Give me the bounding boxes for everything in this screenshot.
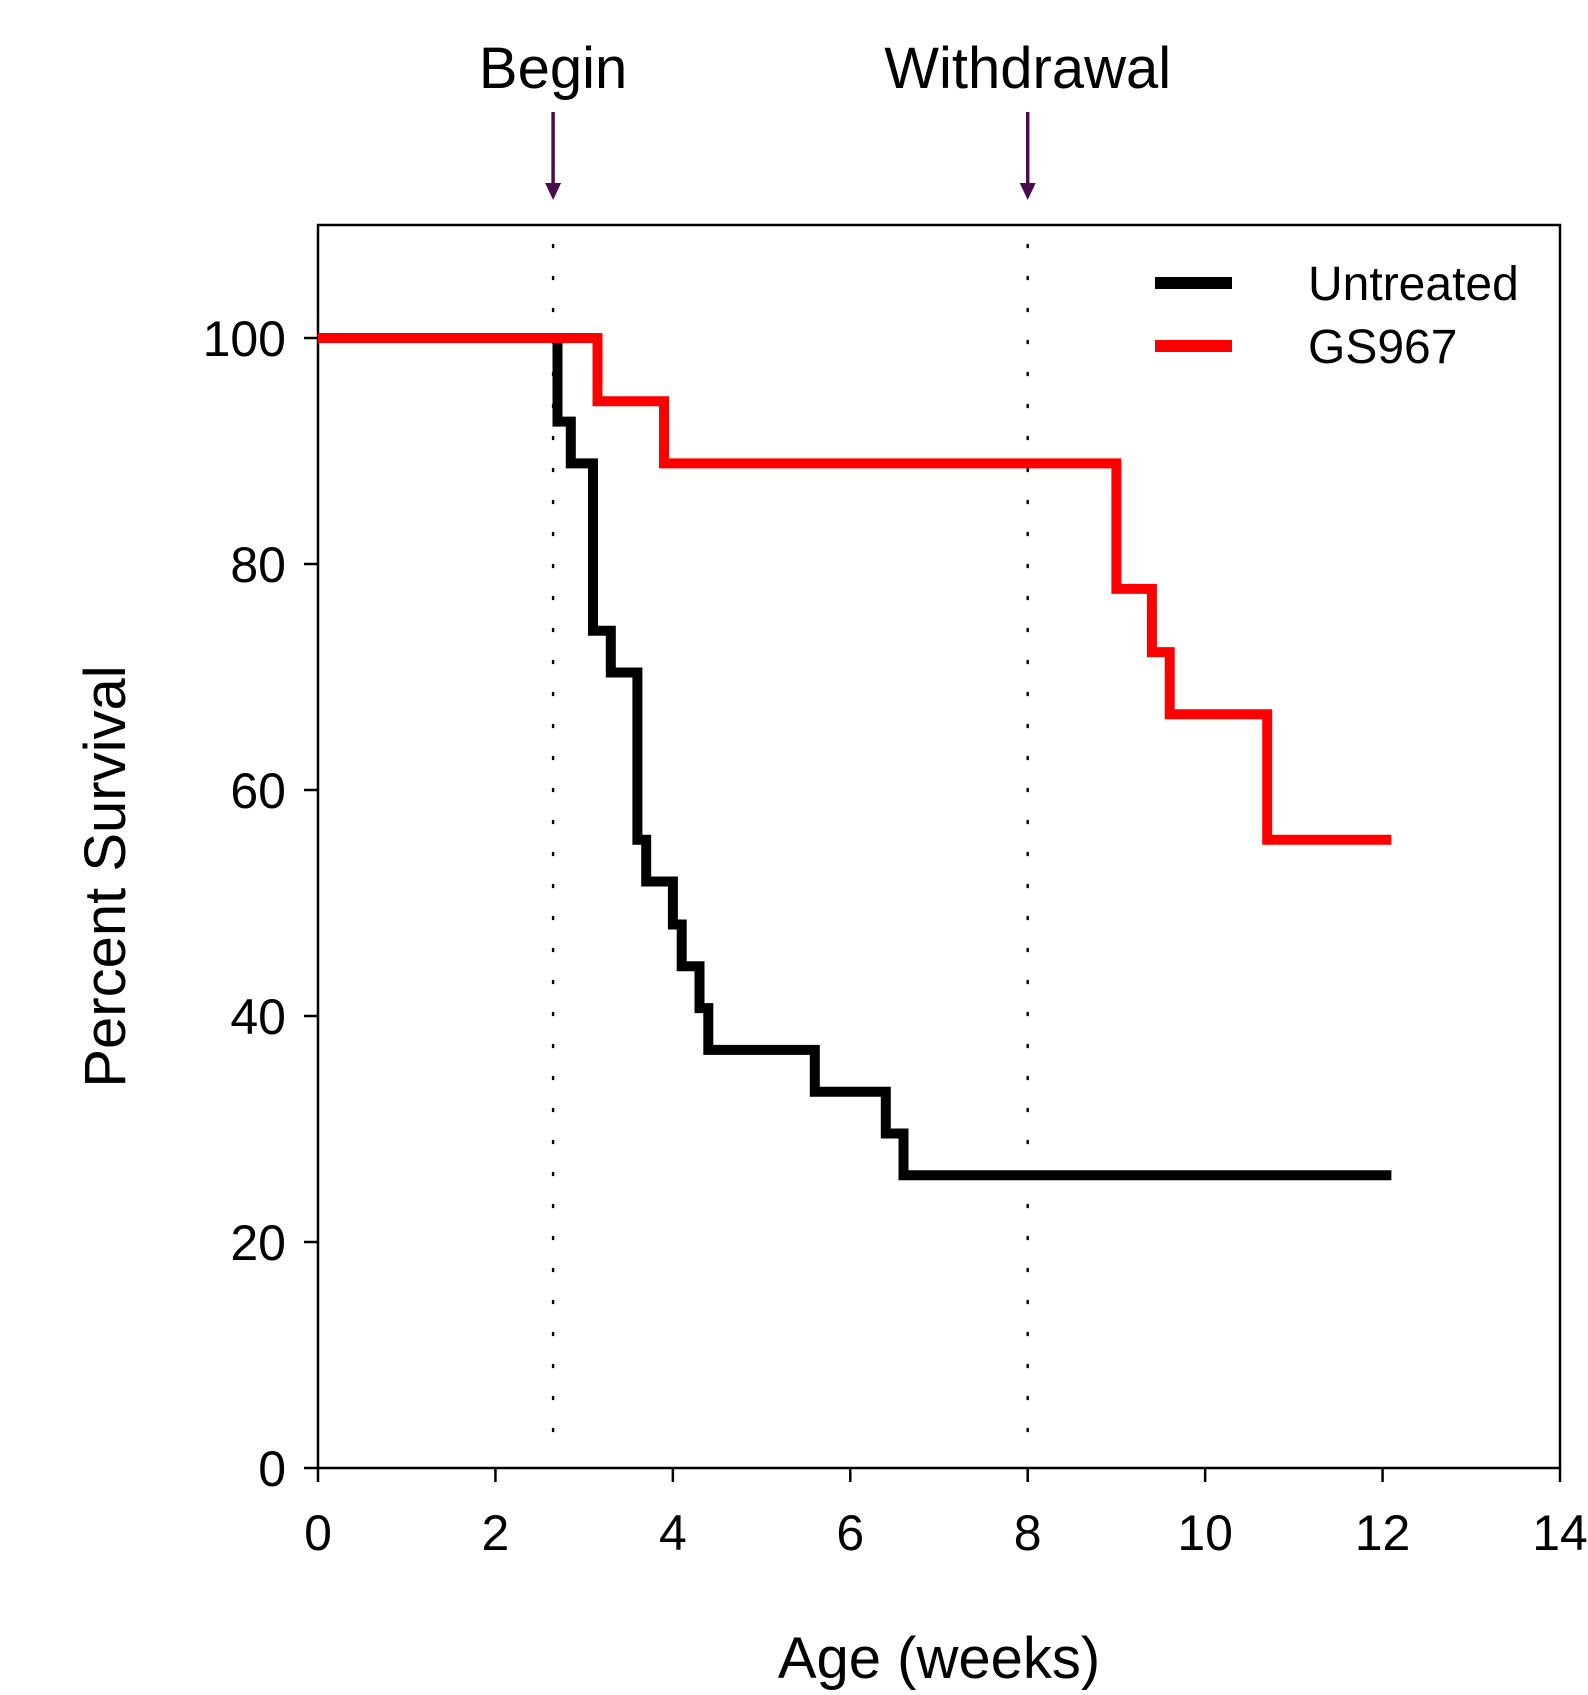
x-tick-label-7: 14	[1532, 1505, 1588, 1561]
x-tick-label-0: 0	[304, 1505, 332, 1561]
y-axis-title: Percent Survival	[73, 665, 138, 1087]
plot-frame	[316, 223, 1562, 1470]
x-tick-label-4: 8	[1014, 1505, 1042, 1561]
legend-label-gs967: GS967	[1308, 321, 1457, 374]
arrow-down-icon	[1019, 183, 1036, 200]
series-layer	[318, 333, 1392, 1181]
legend-label-untreated: Untreated	[1308, 258, 1519, 311]
annotation-layer: Begin Withdrawal	[479, 36, 1171, 1445]
x-tick-label-5: 10	[1177, 1505, 1233, 1561]
x-axis-title: Age (weeks)	[778, 1626, 1100, 1691]
x-tick-label-1: 2	[482, 1505, 510, 1561]
y-tick-label-2: 40	[230, 989, 286, 1045]
legend: Untreated GS967	[1155, 258, 1519, 374]
y-tick-label-1: 20	[230, 1215, 286, 1271]
series-line-gs967	[318, 333, 1392, 845]
tick-layer: 0 2 4 6 8 10 12 14 0 20 40 60 80 100	[203, 311, 1588, 1561]
x-tick-label-2: 4	[659, 1505, 687, 1561]
y-tick-label-0: 0	[258, 1441, 286, 1497]
x-tick-label-3: 6	[836, 1505, 864, 1561]
annotation-label-begin: Begin	[479, 36, 627, 101]
arrow-down-icon	[545, 183, 562, 200]
x-tick-label-6: 12	[1355, 1505, 1411, 1561]
series-line-untreated	[318, 333, 1392, 1181]
y-tick-label-4: 80	[230, 537, 286, 593]
y-tick-label-3: 60	[230, 763, 286, 819]
annotation-label-withdrawal: Withdrawal	[884, 36, 1171, 101]
y-tick-label-5: 100	[203, 311, 286, 367]
